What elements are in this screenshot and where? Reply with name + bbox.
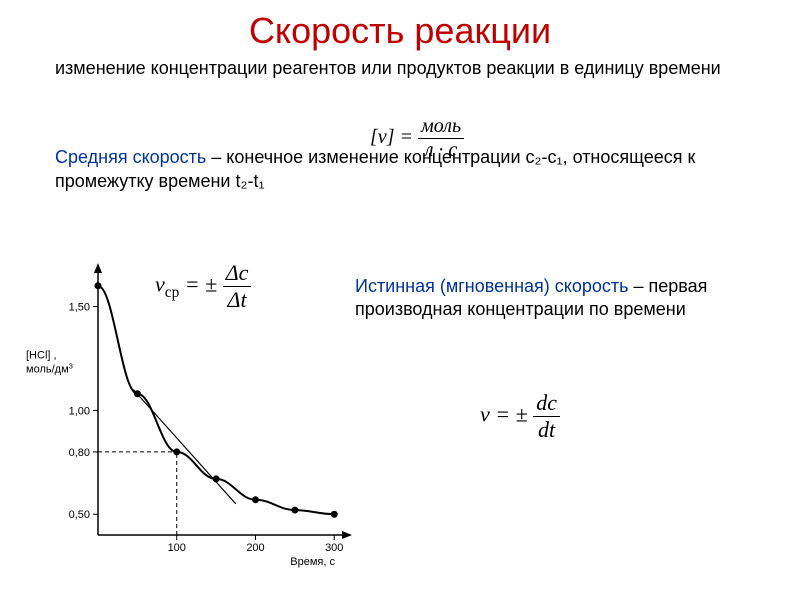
inst-speed-block: Истинная (мгновенная) скорость – первая … (355, 275, 770, 322)
concentration-chart: 0,50 0,80 1,00 1,50 100 200 300 [HCl] ,моль/дм3… (20, 250, 360, 570)
svg-text:[HCl] ,: [HCl] , (26, 349, 57, 361)
unit-lhs: [v] = (370, 126, 418, 148)
svg-text:Время, с: Время, с (290, 556, 335, 568)
inst-speed-label: Истинная (мгновенная) скорость (355, 276, 629, 296)
svg-text:0,50: 0,50 (69, 509, 90, 521)
slide-title: Скорость реакции (0, 0, 800, 57)
svg-text:100: 100 (168, 542, 186, 554)
inst-num: dc (533, 390, 560, 417)
inst-den: dt (533, 417, 560, 443)
unit-num: моль (418, 115, 464, 139)
unit-den: л · с (418, 139, 464, 162)
svg-text:1,00: 1,00 (69, 405, 90, 417)
inst-formula: v = ± dc dt (480, 390, 560, 443)
svg-text:0,80: 0,80 (69, 447, 90, 459)
avg-speed-label: Средняя скорость (55, 147, 206, 167)
unit-formula: [v] = моль л · с (370, 115, 464, 162)
definition-text: изменение концентрации реагентов или про… (0, 57, 800, 80)
svg-text:200: 200 (246, 542, 264, 554)
svg-text:моль/дм3: моль/дм3 (26, 361, 73, 376)
svg-text:1,50: 1,50 (69, 302, 90, 314)
svg-text:300: 300 (325, 542, 343, 554)
